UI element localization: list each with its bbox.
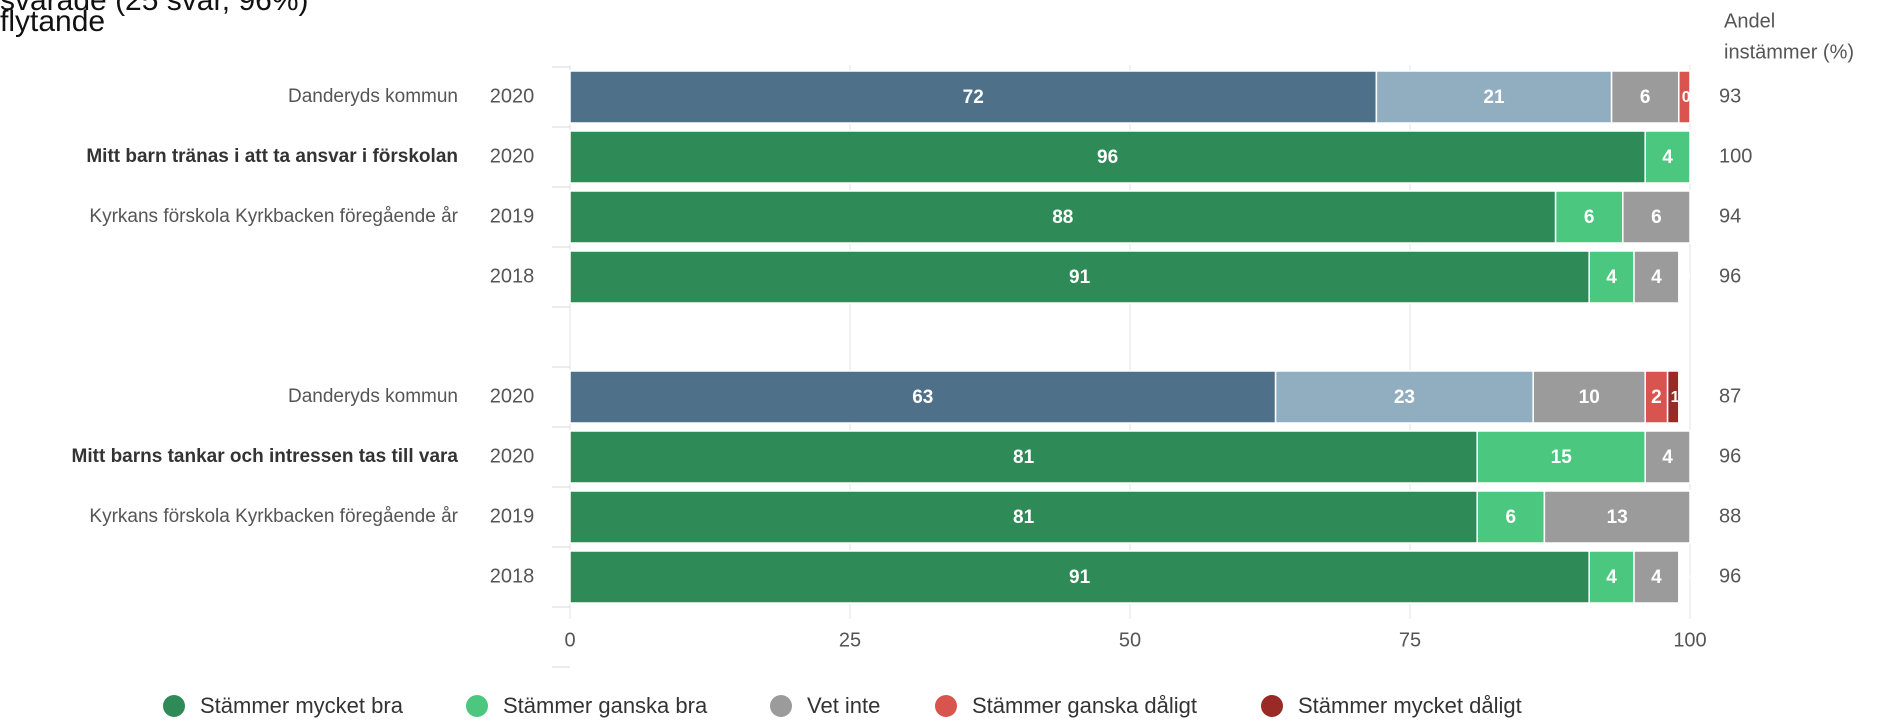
bar-value-label-vet-inte-g1-r0: 10 [1579,387,1600,408]
x-tick-label-100: 100 [1673,629,1706,651]
year-label-g1-r0: 2020 [490,385,535,407]
bar-value-label-ganska-bra-g1-r0: 23 [1394,387,1415,408]
bar-segment-mycket-bra-g0-r3 [569,250,1590,304]
bar-value-label-ganska-bra-g1-r3: 4 [1606,567,1617,588]
bar-value-label-mycket-bra-g1-r2: 81 [1013,507,1035,528]
legend-marker-mycket-bra [163,695,185,717]
agree-value-g1-r3: 96 [1719,565,1741,587]
legend-label-vet-inte: Vet inte [807,693,880,718]
year-label-g1-r2: 2019 [490,505,535,527]
bar-segment-mycket-daligt-g1-r0 [1666,370,1680,424]
year-label-g0-r2: 2019 [490,205,535,227]
bar-segment-ganska-bra-g1-r0 [1274,370,1534,424]
legend-label-ganska-bra: Stämmer ganska bra [503,693,708,718]
row-label-g0-r1: Mitt barn tränas i att ta ansvar i försk… [86,146,458,167]
legend-label-mycket-bra: Stämmer mycket bra [200,693,404,718]
bar-value-label-vet-inte-g0-r1: 0 [1693,149,1702,166]
bar-segment-mycket-bra-g1-r0 [569,370,1277,424]
legend-label-ganska-daligt: Stämmer ganska dåligt [972,693,1197,718]
bar-value-label-vet-inte-g0-r0: 6 [1640,87,1651,108]
agree-column-header-line1: Andel [1724,10,1775,32]
chart-subtitle: flytande [0,5,106,38]
bar-segment-vet-inte-g0-r3 [1633,250,1680,304]
x-tick-label-75: 75 [1399,629,1421,651]
bar-segment-vet-inte-g1-r3 [1633,550,1680,604]
bar-value-label-ganska-daligt-g1-r1: 0 [1693,449,1702,466]
legend-marker-mycket-daligt [1261,695,1283,717]
bar-value-label-mycket-bra-g0-r2: 88 [1052,207,1073,228]
x-tick-label-50: 50 [1119,629,1141,651]
legend-label-mycket-daligt: Stämmer mycket dåligt [1298,693,1522,718]
bar-value-label-mycket-bra-g0-r1: 96 [1097,147,1118,168]
bar-segment-ganska-bra-g0-r0 [1375,70,1613,124]
year-label-g1-r1: 2020 [490,445,535,467]
bar-value-label-vet-inte-g1-r2: 13 [1607,507,1628,528]
bar-value-label-mycket-daligt-g1-r0: 1 [1671,389,1680,406]
agree-value-g1-r1: 96 [1719,445,1741,467]
agree-value-g0-r2: 94 [1719,205,1741,227]
bar-value-label-ganska-daligt-g1-r0: 2 [1651,387,1662,408]
bar-segment-mycket-bra-g0-r0 [569,70,1378,124]
agree-column-header-line2: instämmer (%) [1724,41,1854,63]
row-label-g1-r0: Danderyds kommun [288,386,458,407]
year-label-g0-r0: 2020 [490,85,535,107]
bar-segment-ganska-bra-g0-r2 [1554,190,1624,244]
bar-value-label-vet-inte-g0-r2: 6 [1651,207,1662,228]
bar-value-label-ganska-bra-g1-r2: 6 [1506,507,1517,528]
bar-value-label-mycket-bra-g1-r3: 91 [1069,567,1091,588]
year-label-g0-r3: 2018 [490,265,535,287]
bar-value-label-ganska-bra-g1-r1: 15 [1551,447,1573,468]
bar-segment-ganska-bra-g0-r1 [1644,130,1691,184]
bar-segment-ganska-bra-g1-r3 [1588,550,1635,604]
bar-value-label-ganska-bra-g0-r1: 4 [1662,147,1673,168]
year-label-g1-r3: 2018 [490,565,535,587]
bar-segment-mycket-bra-g1-r3 [569,550,1590,604]
bar-value-label-vet-inte-g1-r1: 4 [1662,447,1673,468]
bar-value-label-ganska-bra-g0-r3: 4 [1606,267,1617,288]
legend-marker-ganska-bra [466,695,488,717]
agree-value-g1-r2: 88 [1719,505,1741,527]
bar-value-label-mycket-bra-g1-r0: 63 [912,387,933,408]
x-tick-label-25: 25 [839,629,861,651]
bar-segment-ganska-daligt-g0-r0 [1678,70,1691,124]
row-label-g1-r2: Kyrkans förskola Kyrkbacken föregående å… [89,506,458,527]
bar-segment-mycket-bra-g1-r1 [569,430,1478,484]
bar-value-label-ganska-bra-g0-r0: 21 [1483,87,1505,108]
bar-segment-vet-inte-g0-r2 [1622,190,1691,244]
agree-value-g0-r1: 100 [1719,145,1752,167]
row-label-g1-r1: Mitt barns tankar och intressen tas till… [72,446,459,467]
bar-value-label-vet-inte-g0-r3: 4 [1651,267,1662,288]
legend-marker-vet-inte [770,695,792,717]
year-label-g0-r1: 2020 [490,145,535,167]
chart-title-cut: svarade (25 svar, 96%) [0,0,309,17]
agree-value-g0-r0: 93 [1719,85,1741,107]
bar-value-label-vet-inte-g1-r3: 4 [1651,567,1662,588]
bar-value-label-mycket-bra-g0-r0: 72 [963,87,984,108]
x-tick-label-0: 0 [564,629,575,651]
agree-value-g0-r3: 96 [1719,265,1741,287]
bar-value-label-ganska-daligt-g0-r3: 0 [1682,269,1691,286]
row-label-g0-r2: Kyrkans förskola Kyrkbacken föregående å… [89,206,458,227]
bar-value-label-mycket-bra-g0-r3: 91 [1069,267,1091,288]
bar-value-label-ganska-daligt-g0-r0: 0 [1682,89,1691,106]
agree-value-g1-r0: 87 [1719,385,1741,407]
bar-segment-vet-inte-g1-r1 [1644,430,1691,484]
bar-segment-vet-inte-g0-r0 [1610,70,1680,124]
bar-segment-mycket-bra-g1-r2 [569,490,1478,544]
bar-value-label-ganska-daligt-g1-r3: 0 [1682,569,1691,586]
bar-segment-vet-inte-g1-r2 [1543,490,1691,544]
bar-value-label-ganska-daligt-g1-r2: 0 [1693,509,1702,526]
bar-value-label-ganska-bra-g0-r2: 6 [1584,207,1595,228]
legend-marker-ganska-daligt [935,695,957,717]
row-label-g0-r0: Danderyds kommun [288,86,458,107]
bar-segment-vet-inte-g1-r0 [1532,370,1646,424]
bar-value-label-ganska-daligt-g0-r2: 0 [1693,209,1702,226]
bar-value-label-mycket-bra-g1-r1: 81 [1013,447,1035,468]
